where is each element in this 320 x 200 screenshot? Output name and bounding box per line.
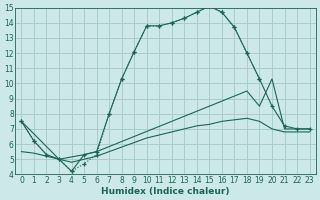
- X-axis label: Humidex (Indice chaleur): Humidex (Indice chaleur): [101, 187, 230, 196]
